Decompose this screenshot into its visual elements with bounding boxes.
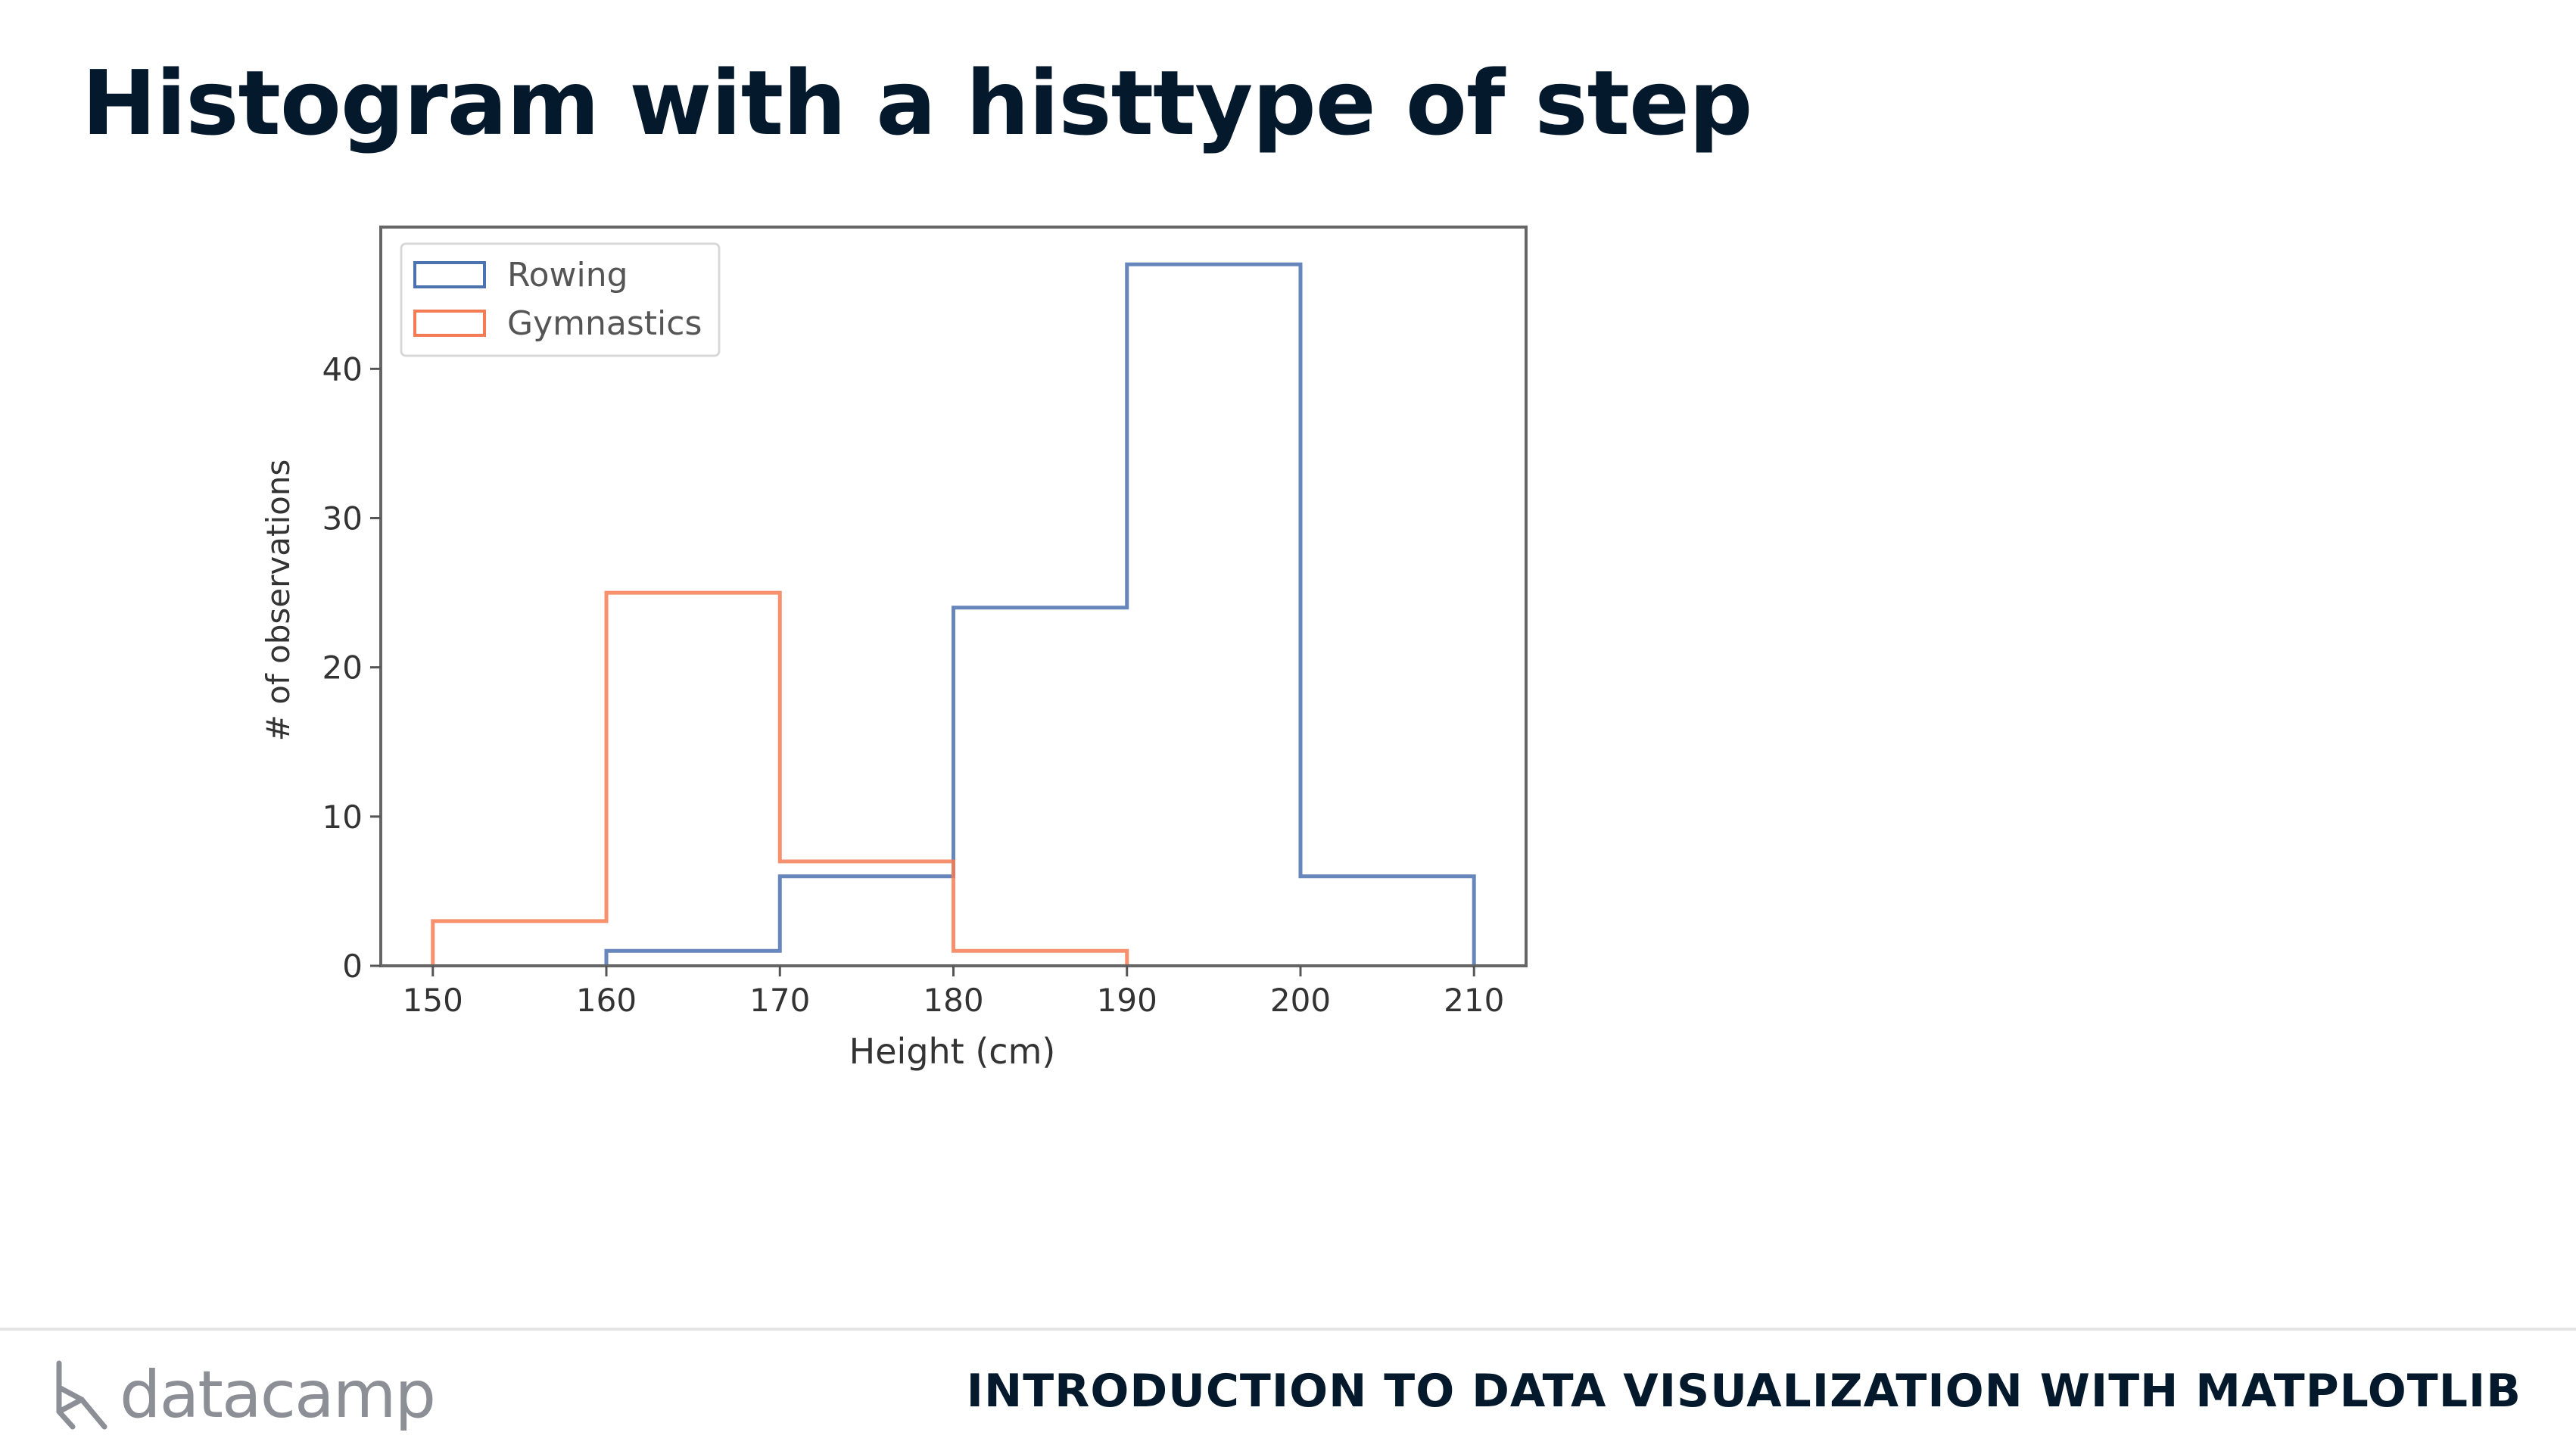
x-tick-label: 170 bbox=[749, 982, 810, 1019]
x-tick-label: 180 bbox=[923, 982, 983, 1019]
datacamp-logo-icon bbox=[56, 1360, 107, 1430]
series-step-gymnastics bbox=[431, 590, 1129, 966]
legend-swatch-gymnastics bbox=[413, 310, 486, 337]
y-axis-label: # of observations bbox=[260, 459, 297, 742]
x-tick-label: 160 bbox=[576, 982, 637, 1019]
legend-box bbox=[400, 242, 721, 357]
datacamp-logo-text: datacamp bbox=[120, 1357, 436, 1433]
y-tick-label: 20 bbox=[322, 649, 363, 687]
legend: Rowing Gymnastics bbox=[400, 242, 721, 357]
slide-title: Histogram with a histtype of step bbox=[82, 51, 1753, 155]
legend-label-rowing: Rowing bbox=[507, 256, 628, 294]
legend-label-gymnastics: Gymnastics bbox=[507, 304, 702, 343]
y-tick-label: 30 bbox=[322, 500, 363, 537]
y-tick-label: 10 bbox=[322, 799, 363, 836]
footer: datacamp INTRODUCTION TO DATA VISUALIZAT… bbox=[0, 1328, 2576, 1451]
y-tick-label: 40 bbox=[322, 350, 363, 388]
course-title: INTRODUCTION TO DATA VISUALIZATION WITH … bbox=[966, 1365, 2521, 1418]
x-tick-label: 190 bbox=[1097, 982, 1157, 1019]
datacamp-logo[interactable]: datacamp bbox=[53, 1353, 436, 1437]
series-step-rowing bbox=[604, 262, 1476, 966]
y-tick-label: 0 bbox=[342, 948, 363, 985]
x-axis-label: Height (cm) bbox=[849, 1031, 1056, 1072]
x-tick-label: 210 bbox=[1444, 982, 1504, 1019]
x-tick-label: 150 bbox=[403, 982, 463, 1019]
legend-swatch-rowing bbox=[413, 261, 486, 288]
plot-layer: 150 160 170 180 190 200 210 0 10 20 30 40 bbox=[322, 226, 1528, 1019]
x-tick-label: 200 bbox=[1270, 982, 1331, 1019]
